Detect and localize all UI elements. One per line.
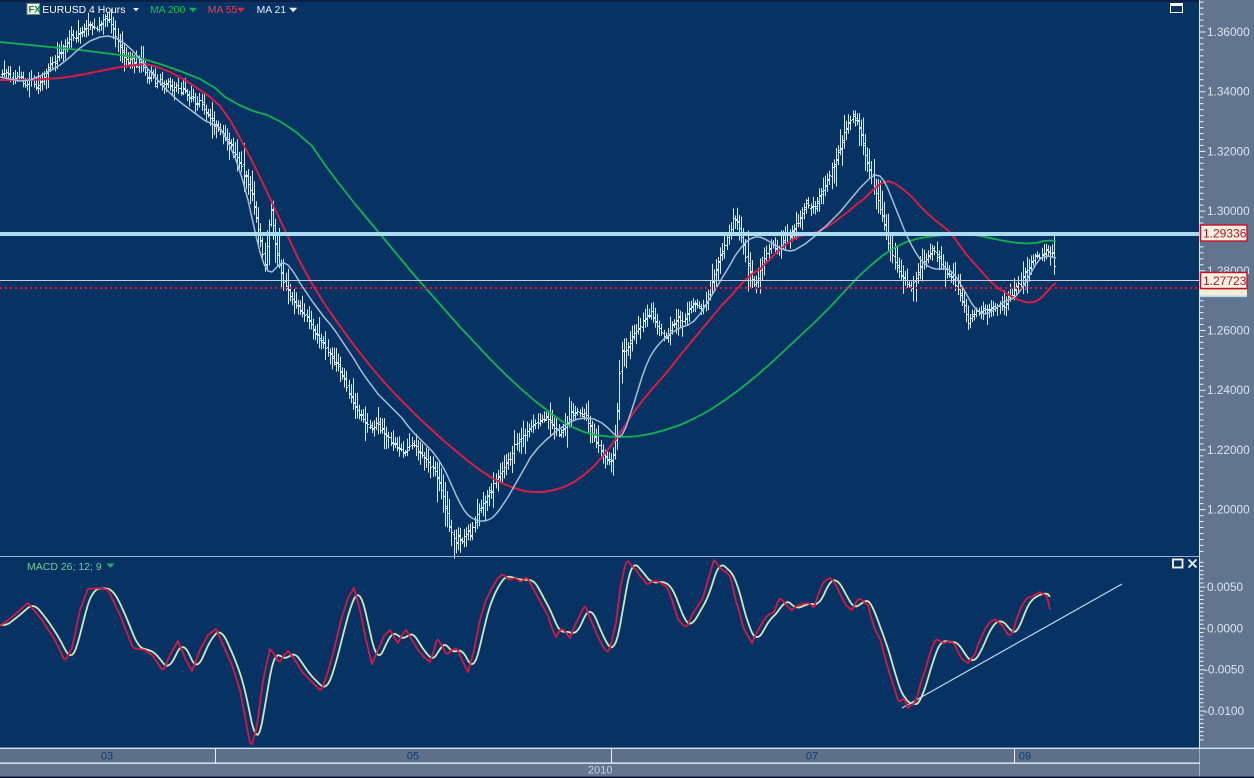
svg-text:0.0050: 0.0050 xyxy=(1207,580,1244,594)
svg-text:1.27723: 1.27723 xyxy=(1203,274,1247,288)
svg-text:0.0000: 0.0000 xyxy=(1207,621,1244,635)
svg-text:MA 55: MA 55 xyxy=(208,5,238,16)
svg-text:-0.0050: -0.0050 xyxy=(1204,663,1244,677)
svg-text:1.20000: 1.20000 xyxy=(1207,503,1250,517)
svg-text:1.34000: 1.34000 xyxy=(1207,85,1250,99)
svg-text:1.30000: 1.30000 xyxy=(1207,204,1250,218)
svg-text:-0.0100: -0.0100 xyxy=(1204,704,1244,718)
svg-text:EURUSD 4 Hours: EURUSD 4 Hours xyxy=(42,5,125,16)
svg-text:1.29336: 1.29336 xyxy=(1203,227,1247,241)
svg-text:09: 09 xyxy=(1019,751,1031,763)
svg-text:MA 21: MA 21 xyxy=(257,5,287,16)
svg-text:05: 05 xyxy=(407,751,419,763)
svg-text:1.22000: 1.22000 xyxy=(1207,443,1250,457)
svg-text:03: 03 xyxy=(101,751,113,763)
svg-text:07: 07 xyxy=(806,751,818,763)
svg-text:FX: FX xyxy=(29,5,42,16)
svg-text:1.36000: 1.36000 xyxy=(1207,25,1250,39)
svg-text:2010: 2010 xyxy=(588,765,612,777)
svg-text:1.32000: 1.32000 xyxy=(1207,144,1250,158)
svg-text:MACD 26; 12; 9: MACD 26; 12; 9 xyxy=(27,561,102,573)
svg-text:1.24000: 1.24000 xyxy=(1207,383,1250,397)
svg-text:MA 200: MA 200 xyxy=(150,5,185,16)
svg-text:1.26000: 1.26000 xyxy=(1207,324,1250,338)
